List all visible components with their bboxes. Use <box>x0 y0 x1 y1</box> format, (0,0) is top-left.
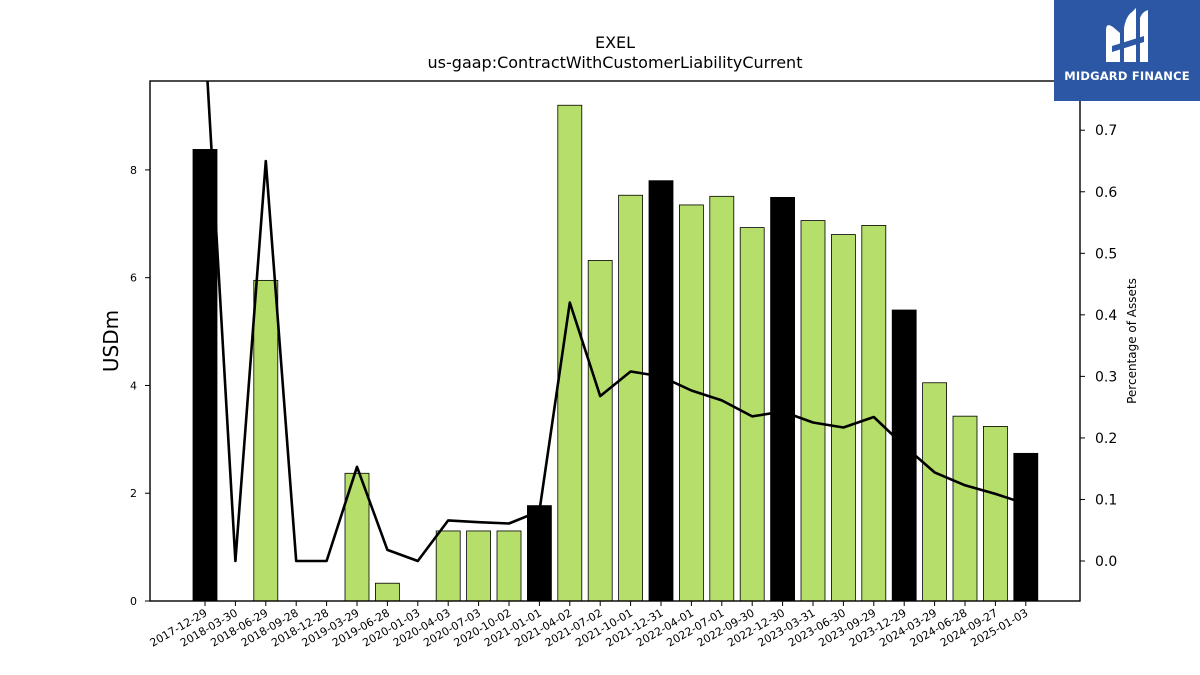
bar-2023-09-29 <box>861 225 887 602</box>
bar-2020-04-03 <box>435 530 461 602</box>
bar-2023-12-29 <box>891 309 917 602</box>
midgard-finance-logo: MIDGARD FINANCE <box>1054 0 1200 101</box>
y-tick-label: 0 <box>130 595 137 608</box>
bar-2020-07-03 <box>466 530 492 602</box>
bar-2024-03-29 <box>922 382 947 602</box>
y-tick-label: 8 <box>130 164 137 177</box>
bar-2019-06-28 <box>374 582 400 602</box>
percentage-line <box>206 81 1027 563</box>
bar-2022-12-30 <box>770 196 795 602</box>
bar-2017-12-29 <box>192 149 218 602</box>
chart-subtitle: us-gaap:ContractWithCustomerLiabilityCur… <box>427 53 803 72</box>
chart-title: EXEL <box>594 33 636 52</box>
y2-tick-label: 0.5 <box>1095 246 1117 262</box>
plot-frame <box>149 80 1081 602</box>
y2-tick-label: 0.6 <box>1095 185 1117 201</box>
y2-tick-label: 0.7 <box>1095 123 1117 139</box>
bar-2025-01-03 <box>1013 452 1039 602</box>
bars-group <box>192 104 1039 602</box>
bar-2024-06-28 <box>952 415 978 602</box>
y-axis-label: USDm <box>99 310 123 372</box>
bar-2024-09-27 <box>983 426 1008 602</box>
bar-2022-04-01 <box>679 204 704 602</box>
y2-tick-label: 0.1 <box>1095 492 1117 508</box>
logo-mark-icon <box>1106 8 1148 62</box>
y2-tick-label: 0.0 <box>1095 554 1117 570</box>
bar-2020-10-02 <box>496 530 522 602</box>
bar-2021-10-01 <box>618 194 643 602</box>
y-tick-label: 6 <box>130 272 137 285</box>
bar-2023-06-30 <box>831 234 856 602</box>
bar-2023-03-31 <box>800 220 826 602</box>
y2-axis-label: Percentage of Assets <box>1125 278 1139 404</box>
bar-2021-12-31 <box>648 180 674 602</box>
bar-2021-01-01 <box>527 505 552 602</box>
y2-tick-label: 0.2 <box>1095 431 1117 447</box>
y2-tick-label: 0.4 <box>1095 308 1117 324</box>
y2-tick-label: 0.3 <box>1095 369 1117 385</box>
line-group <box>206 81 1027 563</box>
bar-2021-04-02 <box>557 104 583 602</box>
y-tick-label: 4 <box>130 379 137 392</box>
bar-2021-07-02 <box>587 260 613 602</box>
bar-2018-06-29 <box>253 279 279 602</box>
logo-text: MIDGARD FINANCE <box>1064 69 1190 83</box>
y-tick-label: 2 <box>130 487 137 500</box>
